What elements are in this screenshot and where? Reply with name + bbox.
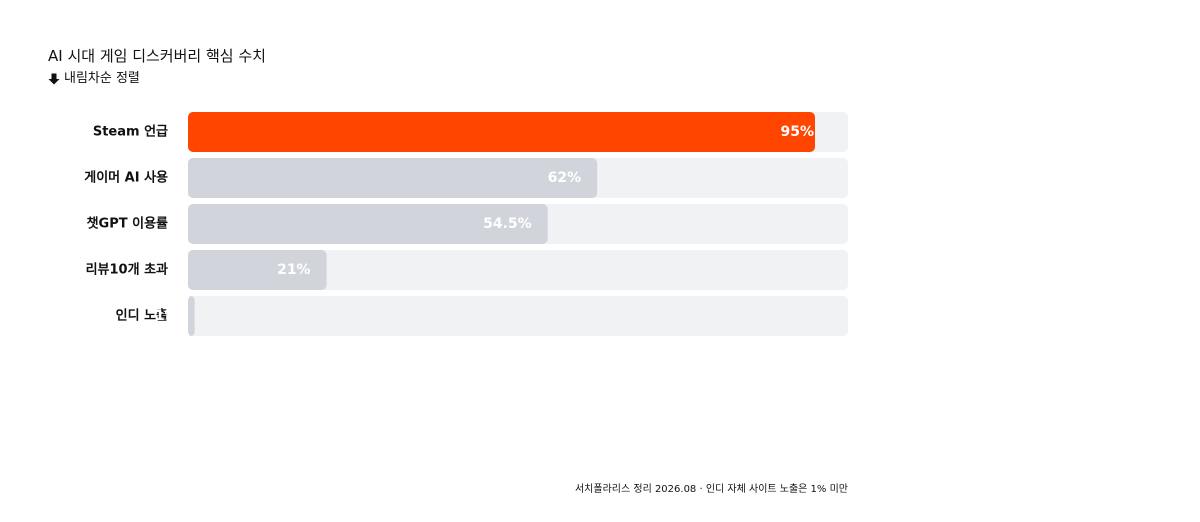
category-label: 인디 노출	[116, 308, 168, 324]
bar	[188, 158, 598, 198]
source-note: 서치폴라리스 정리 2026.08 · 인디 자체 사이트 노출은 1% 미만	[574, 484, 848, 495]
bar	[188, 112, 815, 152]
sort-label: 내림차순 정렬	[64, 71, 140, 86]
value-label: 21%	[277, 262, 311, 278]
value-label: 62%	[548, 170, 582, 186]
chart-title: AI 시대 게임 디스커버리 핵심 수치	[48, 47, 266, 65]
arrow-down-icon	[48, 73, 60, 85]
value-label: 1%	[155, 308, 179, 324]
bar-track	[188, 250, 848, 290]
bar	[188, 204, 548, 244]
bar-track	[188, 296, 848, 336]
bar	[188, 250, 327, 290]
category-label: 리뷰10개 초과	[86, 262, 168, 278]
value-label: 95%	[780, 124, 814, 140]
category-label: 게이머 AI 사용	[84, 170, 168, 186]
bar	[188, 296, 195, 336]
sort-indicator: 내림차순 정렬	[48, 69, 140, 89]
category-label: Steam 언급	[93, 124, 168, 140]
value-label: 54.5%	[483, 216, 532, 232]
category-label: 챗GPT 이용률	[87, 216, 168, 232]
